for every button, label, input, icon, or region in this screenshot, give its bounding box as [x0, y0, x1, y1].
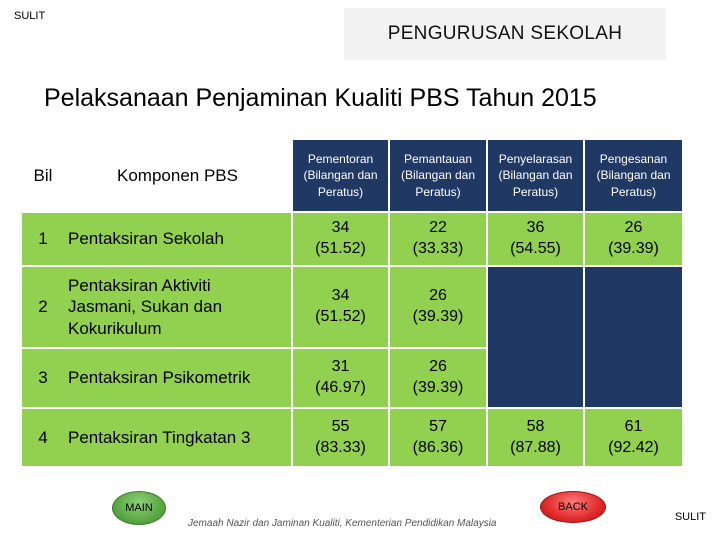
main-button[interactable]: MAIN: [112, 491, 166, 525]
pbs-table: Bil Komponen PBS Pementoran (Bilangan da…: [22, 140, 682, 466]
header-pementoran-line2: (Bilangan dan: [303, 168, 378, 183]
header-pengesanan-line1: Pengesanan: [599, 152, 668, 167]
header-pemantauan-line3: Peratus): [415, 184, 461, 199]
row-1-pemantauan-count: 22: [429, 219, 447, 237]
header-penyelarasan: Penyelarasan (Bilangan dan Peratus): [486, 140, 584, 212]
row-1-pengesanan-percent: (39.39): [608, 240, 659, 257]
table-row: 4 Pentaksiran Tingkatan 3 55 (83.33) 57 …: [22, 407, 682, 466]
row-1-pemantauan: 22 (33.33): [388, 211, 487, 266]
row-4-penyelarasan: 58 (87.88): [486, 407, 584, 466]
row-3-pemantauan-percent: (39.39): [412, 379, 464, 396]
row-4-penyelarasan-count: 58: [526, 417, 545, 435]
row-2-pementoran: 34 (51.52): [291, 265, 389, 348]
row-2-komponen-line2: Jasmani, Sukan dan: [68, 297, 223, 317]
row-1-komponen: Pentaksiran Sekolah: [64, 211, 292, 266]
back-button-label: BACK: [558, 501, 588, 513]
row-1-pementoran: 34 (51.52): [291, 211, 389, 266]
row-4-penyelarasan-percent: (87.88): [510, 438, 561, 456]
header-pemantauan-line1: Pemantauan: [403, 152, 473, 167]
page-title: Pelaksanaan Penjaminan Kualiti PBS Tahun…: [44, 84, 597, 112]
row-1-penyelarasan-count: 36: [526, 219, 545, 237]
row-1-penyelarasan: 36 (54.55): [486, 211, 584, 266]
row-4-komponen-line1: Pentaksiran Tingkatan 3: [68, 427, 251, 447]
row-4-bil: 4: [22, 407, 64, 466]
row-4-pementoran: 55 (83.33): [291, 407, 389, 466]
row-4-komponen: Pentaksiran Tingkatan 3: [64, 407, 292, 466]
row-2-pementoran-count: 34: [331, 287, 350, 305]
row-4-pemantauan: 57 (86.36): [388, 407, 487, 466]
back-button[interactable]: BACK: [540, 491, 606, 523]
table-row: 2 Pentaksiran Aktiviti Jasmani, Sukan da…: [22, 265, 682, 408]
header-penyelarasan-line1: Penyelarasan: [498, 152, 573, 167]
row-2-komponen-line3: Kokurikulum: [68, 318, 162, 338]
merged-pengesanan-cell: [583, 265, 682, 408]
row-2-komponen-line1: Pentaksiran Aktiviti: [68, 276, 211, 296]
merged-penyelarasan-cell: [486, 265, 584, 408]
row-4-pemantauan-percent: (86.36): [412, 438, 464, 456]
row-3-komponen: Pentaksiran Psikometrik: [64, 347, 292, 408]
row-4-pengesanan-count: 61: [624, 417, 643, 435]
header-penyelarasan-line3: Peratus): [512, 184, 559, 199]
footer-text: Jemaah Nazir dan Jaminan Kualiti, Kement…: [188, 518, 497, 529]
row-4-pengesanan: 61 (92.42): [583, 407, 682, 466]
row-2-bil: 2: [22, 265, 64, 348]
main-button-label: MAIN: [125, 502, 153, 514]
row-1-pemantauan-percent: (33.33): [412, 240, 464, 257]
row-1-bil: 1: [22, 211, 64, 266]
header-pementoran-line1: Pementoran: [307, 152, 374, 167]
row-1-pementoran-count: 34: [331, 219, 350, 237]
row-3-pementoran-count: 31: [331, 358, 350, 376]
header-bil: Bil: [33, 165, 53, 185]
header-pementoran-line3: Peratus): [317, 184, 364, 199]
row-3-pemantauan-count: 26: [429, 358, 447, 376]
row-4-pengesanan-percent: (92.42): [608, 438, 659, 456]
classification-label-top: SULIT: [14, 10, 46, 22]
row-1-penyelarasan-percent: (54.55): [510, 240, 561, 257]
row-4-pementoran-percent: (83.33): [315, 438, 366, 456]
row-3-pementoran: 31 (46.97): [291, 347, 389, 408]
header-pementoran: Pementoran (Bilangan dan Peratus): [291, 140, 389, 212]
row-2-pemantauan-percent: (39.39): [412, 308, 464, 325]
section-header-text: PENGURUSAN SEKOLAH: [387, 23, 623, 44]
row-3-bil: 3: [22, 347, 64, 408]
row-1-komponen-line1: Pentaksiran Sekolah: [68, 229, 224, 249]
table-header-row: Bil Komponen PBS Pementoran (Bilangan da…: [22, 140, 682, 212]
row-1-pengesanan-count: 26: [624, 219, 643, 237]
row-3-pemantauan: 26 (39.39): [388, 347, 487, 408]
row-2-pemantauan-count: 26: [429, 287, 447, 305]
row-1-pengesanan: 26 (39.39): [583, 211, 682, 266]
row-4-pementoran-count: 55: [331, 417, 350, 435]
row-2-komponen: Pentaksiran Aktiviti Jasmani, Sukan dan …: [64, 265, 292, 348]
table-row: 3 Pentaksiran Psikometrik 31 (46.97) 26 …: [22, 347, 682, 408]
classification-label-bottom: SULIT: [674, 511, 706, 523]
header-pemantauan: Pemantauan (Bilangan dan Peratus): [388, 140, 487, 212]
header-penyelarasan-line2: (Bilangan dan: [498, 168, 573, 183]
header-pengesanan-line2: (Bilangan dan: [596, 168, 671, 183]
header-komponen: Komponen PBS: [117, 165, 238, 185]
row-3-pementoran-percent: (46.97): [315, 379, 366, 396]
row-1-pementoran-percent: (51.52): [315, 240, 366, 257]
header-pengesanan-line3: Peratus): [610, 184, 657, 199]
header-pemantauan-line2: (Bilangan dan: [400, 168, 476, 183]
header-pengesanan: Pengesanan (Bilangan dan Peratus): [583, 140, 682, 212]
section-header: PENGURUSAN SEKOLAH: [344, 8, 666, 60]
row-2-pemantauan: 26 (39.39): [388, 265, 487, 348]
row-3-komponen-line1: Pentaksiran Psikometrik: [68, 368, 251, 388]
row-2-pementoran-percent: (51.52): [315, 308, 366, 325]
row-4-pemantauan-count: 57: [429, 417, 447, 435]
table-row: 1 Pentaksiran Sekolah 34 (51.52) 22 (33.…: [22, 211, 682, 266]
